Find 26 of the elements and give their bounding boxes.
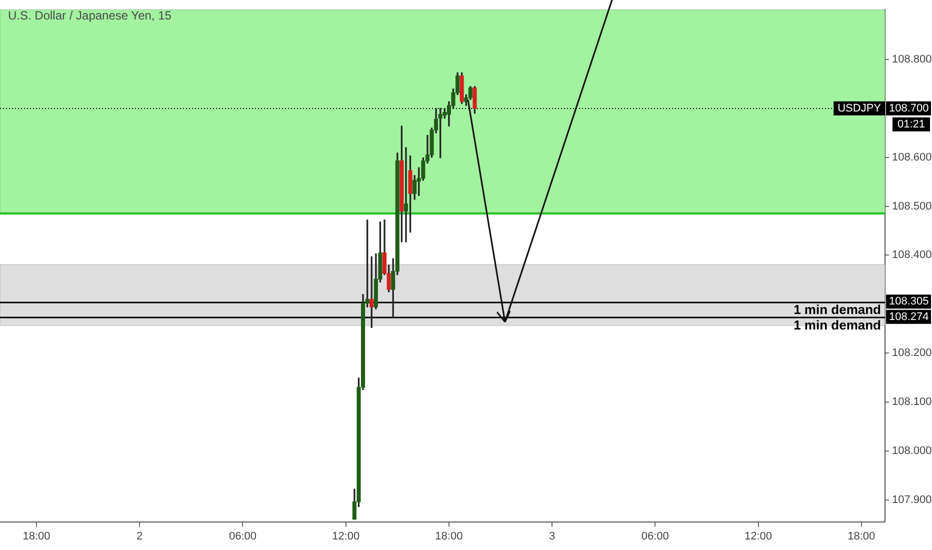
y-tick-label: 107.900 [892,494,932,506]
x-tick-label: 12:00 [744,530,772,542]
y-tick-label: 108.800 [892,54,932,66]
y-tick-label: 108.100 [892,396,932,408]
y-tick-label: 108.400 [892,249,932,262]
y-tick-label: 108.000 [892,444,932,457]
x-tick-label: 18:00 [435,530,463,542]
text: 01:21 [897,118,925,130]
x-tick-label: 06:00 [228,530,256,542]
x-tick-label: 18:00 [848,530,876,542]
y-tick-label: 108.200 [892,347,932,360]
candlestick [404,147,408,242]
text: 108.274 [889,310,929,323]
y-tick-label: 108.500 [892,200,932,212]
y-tick-label: 108.600 [892,151,932,164]
text: 108.700 [889,102,929,114]
x-tick-label: 3 [548,530,556,542]
x-tick-label: 06:00 [641,530,669,542]
chart-title: U.S. Dollar / Japanese Yen, 15 [8,8,172,22]
ref-line-label: USDJPY [838,102,882,114]
ref-line-label: 1 min demand [794,317,882,332]
x-tick-label: 18:00 [22,530,50,542]
text: 108.305 [889,296,929,308]
ref-line-label: 1 min demand [794,302,882,318]
x-tick-label: 12:00 [332,530,360,542]
x-tick-label: 2 [136,530,143,542]
